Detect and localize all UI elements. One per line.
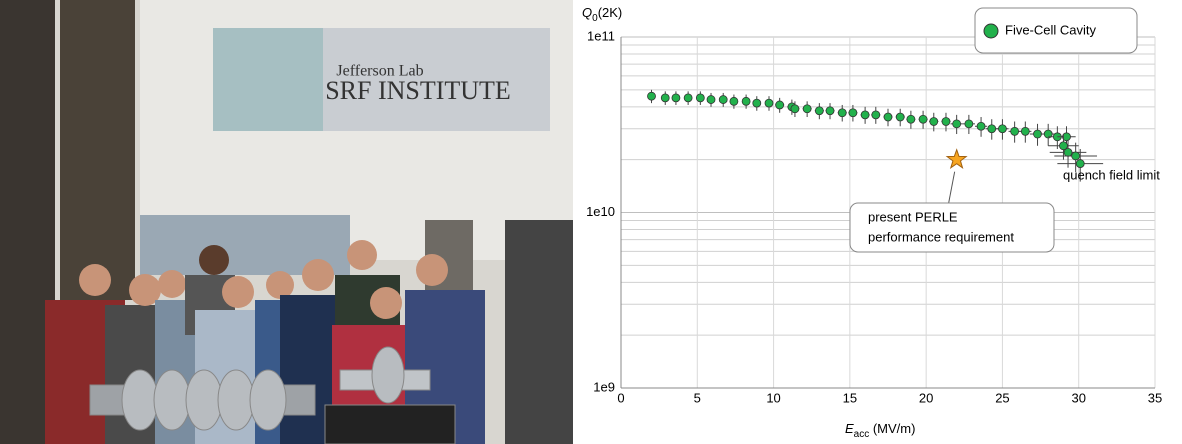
marker xyxy=(965,120,973,128)
marker xyxy=(672,94,680,102)
marker xyxy=(753,99,761,107)
x-tick-label: 5 xyxy=(694,390,701,405)
marker xyxy=(988,125,996,133)
marker xyxy=(942,118,950,126)
equipment xyxy=(505,220,573,444)
marker xyxy=(707,96,715,104)
marker xyxy=(803,105,811,113)
marker xyxy=(648,92,656,100)
annotation-text: present PERLE xyxy=(868,209,958,224)
y-tick-label: 1e11 xyxy=(587,28,615,43)
marker xyxy=(998,125,1006,133)
sign-text: SRF INSTITUTE xyxy=(325,76,511,105)
marker xyxy=(742,97,750,105)
x-tick-label: 30 xyxy=(1071,390,1085,405)
marker xyxy=(907,115,915,123)
y-axis-label-rest: (2K) xyxy=(598,5,623,20)
marker xyxy=(1021,127,1029,135)
marker xyxy=(884,113,892,121)
marker xyxy=(896,113,904,121)
marker xyxy=(815,107,823,115)
x-tick-label: 35 xyxy=(1148,390,1162,405)
marker xyxy=(791,105,799,113)
marker xyxy=(684,94,692,102)
legend-label: Five-Cell Cavity xyxy=(1005,22,1097,37)
marker xyxy=(861,111,869,119)
marker xyxy=(872,111,880,119)
marker xyxy=(719,96,727,104)
x-tick-label: 15 xyxy=(843,390,857,405)
y-tick-label: 1e9 xyxy=(593,379,615,394)
x-axis-label-sub: acc xyxy=(854,429,870,440)
annotation-text: performance requirement xyxy=(868,229,1014,244)
marker xyxy=(849,109,857,117)
sign-art xyxy=(213,28,323,131)
marker xyxy=(919,115,927,123)
marker xyxy=(930,118,938,126)
marker xyxy=(1034,130,1042,138)
y-axis-label-main: Q xyxy=(582,5,592,20)
x-tick-label: 10 xyxy=(766,390,780,405)
marker xyxy=(765,99,773,107)
x-axis-label-main: E xyxy=(845,421,854,436)
marker xyxy=(1072,152,1080,160)
photo: Jefferson Lab SRF INSTITUTE xyxy=(0,0,573,444)
x-tick-label: 20 xyxy=(919,390,933,405)
marker xyxy=(776,101,784,109)
marker xyxy=(1064,148,1072,156)
annotation-text: quench field limit xyxy=(1063,167,1160,182)
marker xyxy=(696,94,704,102)
marker xyxy=(953,120,961,128)
marker xyxy=(1076,160,1084,168)
legend-marker xyxy=(984,24,998,38)
marker xyxy=(661,94,669,102)
curtain xyxy=(60,0,135,300)
x-tick-label: 25 xyxy=(995,390,1009,405)
marker xyxy=(838,109,846,117)
x-tick-label: 0 xyxy=(617,390,624,405)
y-tick-label: 1e10 xyxy=(586,204,615,219)
marker xyxy=(730,97,738,105)
marker xyxy=(977,122,985,130)
figure: Jefferson Lab SRF INSTITUTE Eacc (MV xyxy=(0,0,1182,444)
page: { "photo": {"sign": ["Jefferson Lab", "S… xyxy=(0,0,1182,444)
x-axis-label-rest: (MV/m) xyxy=(869,421,915,436)
marker xyxy=(826,107,834,115)
marker xyxy=(1011,127,1019,135)
